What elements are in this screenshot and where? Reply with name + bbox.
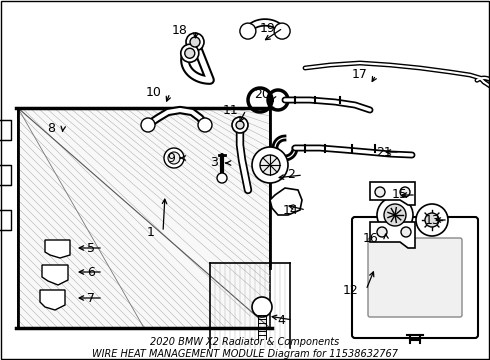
Text: 2: 2: [287, 168, 295, 181]
Polygon shape: [40, 290, 65, 310]
Text: 12: 12: [342, 284, 358, 297]
Circle shape: [377, 197, 413, 233]
Polygon shape: [370, 222, 415, 248]
Bar: [0, 210, 11, 230]
Circle shape: [141, 118, 155, 132]
Circle shape: [236, 121, 244, 129]
Text: 14: 14: [282, 203, 298, 216]
Polygon shape: [42, 265, 68, 285]
Circle shape: [416, 204, 448, 236]
Circle shape: [240, 23, 256, 39]
Text: 18: 18: [172, 23, 188, 36]
Circle shape: [186, 33, 204, 51]
Circle shape: [185, 48, 195, 58]
Circle shape: [375, 187, 385, 197]
Circle shape: [425, 213, 439, 227]
Circle shape: [217, 173, 227, 183]
Text: 20: 20: [254, 89, 270, 102]
Text: 8: 8: [47, 122, 55, 135]
Polygon shape: [370, 182, 415, 205]
FancyBboxPatch shape: [368, 238, 462, 317]
Text: 3: 3: [210, 157, 218, 170]
Circle shape: [400, 187, 410, 197]
Text: 6: 6: [87, 266, 95, 279]
Text: 9: 9: [167, 152, 175, 165]
Text: 21: 21: [376, 145, 392, 158]
Bar: [18, 108, 270, 328]
Text: 7: 7: [87, 292, 95, 305]
Polygon shape: [270, 188, 302, 215]
Circle shape: [384, 204, 406, 226]
Text: 5: 5: [87, 242, 95, 255]
Circle shape: [190, 37, 200, 47]
Text: 16: 16: [362, 231, 378, 244]
Circle shape: [274, 23, 290, 39]
Bar: [0, 120, 11, 140]
Bar: [0, 165, 11, 185]
Circle shape: [260, 155, 280, 175]
Circle shape: [401, 227, 411, 237]
Text: 2020 BMW X2 Radiator & Components
WIRE HEAT MANAGEMENT MODULE Diagram for 115386: 2020 BMW X2 Radiator & Components WIRE H…: [92, 337, 398, 359]
Circle shape: [252, 297, 272, 317]
Text: 4: 4: [277, 314, 285, 327]
Circle shape: [181, 44, 199, 62]
Circle shape: [198, 118, 212, 132]
Text: 19: 19: [259, 22, 275, 35]
FancyBboxPatch shape: [352, 217, 478, 338]
Circle shape: [252, 147, 288, 183]
Text: 11: 11: [222, 104, 238, 117]
Polygon shape: [45, 240, 70, 258]
Text: 17: 17: [352, 68, 368, 81]
Text: 10: 10: [146, 86, 162, 99]
Circle shape: [377, 227, 387, 237]
Circle shape: [168, 152, 180, 164]
Text: 13: 13: [424, 213, 440, 226]
Circle shape: [232, 117, 248, 133]
Circle shape: [164, 148, 184, 168]
Text: 15: 15: [392, 189, 408, 202]
Text: 1: 1: [147, 225, 155, 238]
